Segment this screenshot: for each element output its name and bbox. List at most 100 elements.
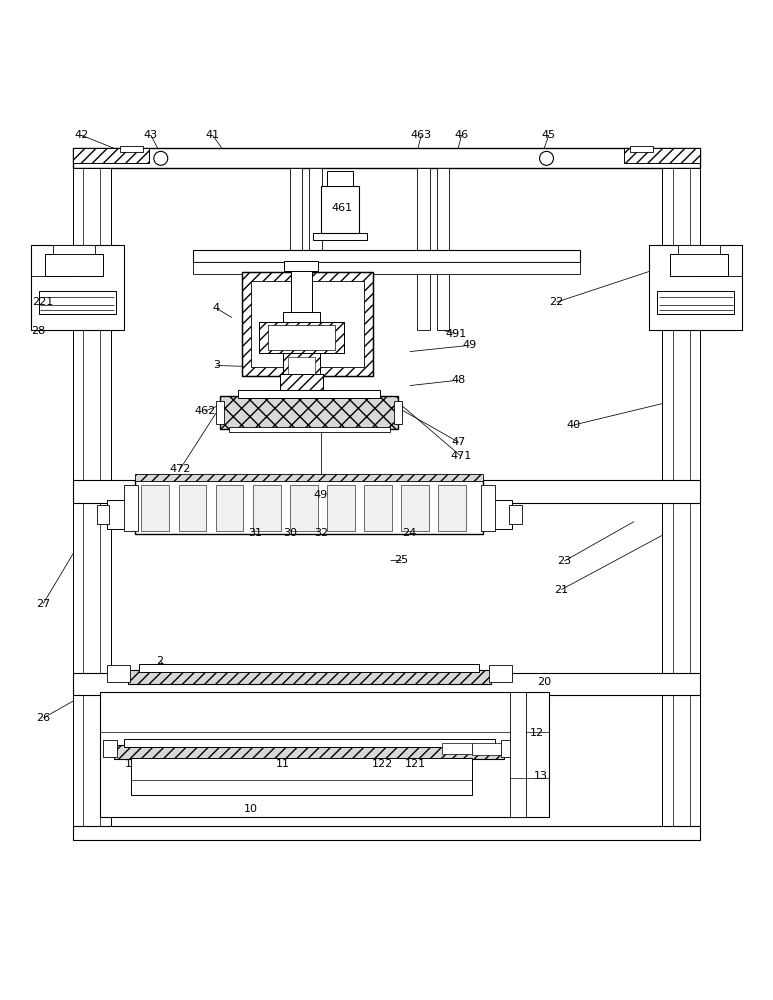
Bar	[624, 148, 700, 163]
Bar	[97, 505, 109, 524]
Bar	[31, 245, 124, 330]
Bar	[242, 272, 373, 376]
Text: 42: 42	[74, 130, 88, 140]
Text: 49: 49	[314, 490, 328, 500]
Bar	[216, 485, 243, 531]
Bar	[290, 168, 302, 330]
Bar	[45, 254, 103, 276]
Text: 49: 49	[462, 340, 476, 350]
Bar	[280, 374, 323, 393]
Text: 13: 13	[534, 771, 548, 781]
Bar	[649, 245, 742, 330]
Text: 23: 23	[557, 556, 571, 566]
Text: 45: 45	[542, 130, 556, 140]
Bar	[193, 262, 580, 274]
Bar	[509, 505, 522, 524]
Bar	[107, 500, 138, 529]
Bar	[220, 396, 398, 429]
Text: 28: 28	[32, 326, 46, 336]
Text: 12: 12	[530, 728, 543, 738]
Bar	[267, 390, 335, 400]
Bar	[73, 826, 700, 840]
Text: 121: 121	[405, 759, 427, 769]
Bar	[662, 168, 700, 840]
Bar	[73, 168, 111, 840]
Bar	[100, 692, 549, 817]
Bar	[193, 250, 580, 262]
Text: 21: 21	[554, 585, 568, 595]
Bar	[283, 353, 320, 376]
Text: 491: 491	[445, 329, 467, 339]
Bar	[124, 739, 495, 747]
Bar	[290, 485, 318, 531]
Bar	[442, 743, 472, 754]
Bar	[216, 401, 224, 424]
Text: 10: 10	[243, 804, 257, 814]
Bar	[501, 740, 515, 757]
Bar	[259, 322, 344, 353]
Bar	[259, 322, 344, 353]
Bar	[39, 291, 116, 314]
Bar	[73, 480, 700, 503]
Bar	[327, 171, 353, 186]
Bar	[135, 474, 483, 481]
Bar	[321, 186, 359, 233]
Bar	[438, 485, 466, 531]
Bar	[678, 245, 720, 254]
Text: 27: 27	[36, 599, 50, 609]
Bar	[135, 480, 483, 534]
Text: 2: 2	[156, 656, 164, 666]
Text: 221: 221	[32, 297, 53, 307]
Text: 46: 46	[455, 130, 468, 140]
Bar	[103, 740, 117, 757]
Bar	[489, 665, 512, 682]
Bar	[288, 357, 315, 374]
Text: 22: 22	[550, 297, 564, 307]
Bar	[481, 485, 495, 531]
Text: 43: 43	[144, 130, 158, 140]
Bar	[472, 743, 501, 755]
Text: 11: 11	[276, 759, 290, 769]
Bar	[364, 485, 392, 531]
Text: 41: 41	[206, 130, 220, 140]
Bar	[131, 758, 472, 795]
Bar	[229, 427, 390, 432]
Text: 24: 24	[403, 528, 417, 538]
Text: 48: 48	[451, 375, 465, 385]
Bar	[280, 374, 323, 393]
Bar	[73, 673, 700, 695]
Bar	[251, 281, 364, 367]
Text: 47: 47	[451, 437, 465, 447]
Text: 25: 25	[394, 555, 408, 565]
Text: 462: 462	[194, 406, 216, 416]
Bar	[139, 664, 479, 672]
Bar	[268, 325, 335, 350]
Bar	[73, 148, 700, 168]
Bar	[141, 485, 169, 531]
Bar	[481, 500, 512, 529]
Text: 122: 122	[372, 759, 393, 769]
Bar	[238, 390, 380, 398]
Bar	[107, 665, 130, 682]
Text: 463: 463	[410, 130, 432, 140]
Text: 32: 32	[315, 528, 329, 538]
Bar	[417, 168, 430, 330]
Bar	[284, 261, 318, 271]
Bar	[313, 233, 367, 240]
Text: 30: 30	[283, 528, 297, 538]
Bar	[401, 485, 429, 531]
Bar	[242, 272, 373, 376]
Bar	[120, 146, 143, 152]
Text: 1: 1	[124, 759, 132, 769]
Bar	[283, 312, 320, 376]
Bar	[327, 485, 355, 531]
Bar	[394, 401, 402, 424]
Text: 31: 31	[248, 528, 262, 538]
Text: 26: 26	[36, 713, 50, 723]
Text: 472: 472	[169, 464, 191, 474]
Bar	[128, 670, 491, 684]
Bar	[253, 485, 281, 531]
Text: 4: 4	[213, 303, 220, 313]
Bar	[291, 270, 312, 312]
Bar	[53, 245, 95, 254]
